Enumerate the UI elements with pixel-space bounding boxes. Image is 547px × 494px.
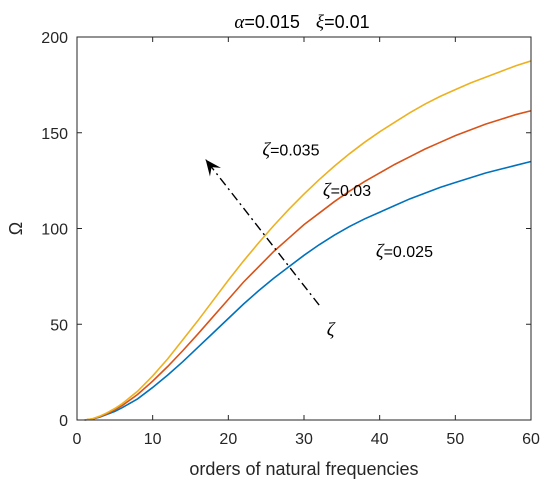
- x-tick-label: 60: [522, 431, 540, 448]
- arrow-head: [205, 159, 221, 177]
- series-line-s035: [84, 60, 532, 421]
- plot-frame: [76, 36, 532, 421]
- x-tick-label: 50: [446, 431, 464, 448]
- y-tick-label: 100: [41, 222, 68, 239]
- series-line-s030: [84, 109, 532, 421]
- series-annotation-s030: ζ=0.03: [323, 180, 371, 201]
- x-tick-label: 30: [295, 431, 313, 448]
- x-tick-label: 40: [371, 431, 389, 448]
- title-symbol: ξ: [316, 12, 325, 33]
- series-annotation-s035: ζ=0.035: [262, 140, 319, 161]
- y-tick-label: 50: [50, 317, 68, 334]
- x-tick-label: 20: [219, 431, 237, 448]
- y-tick-label: 0: [59, 413, 68, 430]
- y-tick-label: 150: [41, 126, 68, 143]
- title-symbol: α: [234, 12, 245, 33]
- annotation-group: ζ=0.025 ζ=0.03ζ=0.035 ζ: [205, 140, 433, 341]
- series-line-s025: [84, 160, 532, 421]
- y-axis-label: Ω: [6, 222, 26, 235]
- arrow-shaft: [205, 159, 320, 306]
- chart-title: α=0.015 ξ=0.01: [234, 12, 369, 33]
- title-value: =0.015: [244, 12, 300, 32]
- y-tick-label: 200: [41, 30, 68, 47]
- series-annotation-s025: ζ=0.025: [376, 241, 433, 262]
- x-axis-label: orders of natural frequencies: [189, 459, 418, 479]
- series-group: [84, 60, 532, 421]
- ticks-group: 0 10 20 30 40 50 60 0 50 100 150 200: [41, 30, 540, 448]
- x-tick-label: 10: [144, 431, 162, 448]
- arrow-label: ζ: [327, 320, 336, 341]
- x-tick-label: 0: [73, 431, 82, 448]
- title-value: =0.01: [324, 12, 370, 32]
- chart-title-text: α=0.015 ξ=0.01: [234, 12, 369, 33]
